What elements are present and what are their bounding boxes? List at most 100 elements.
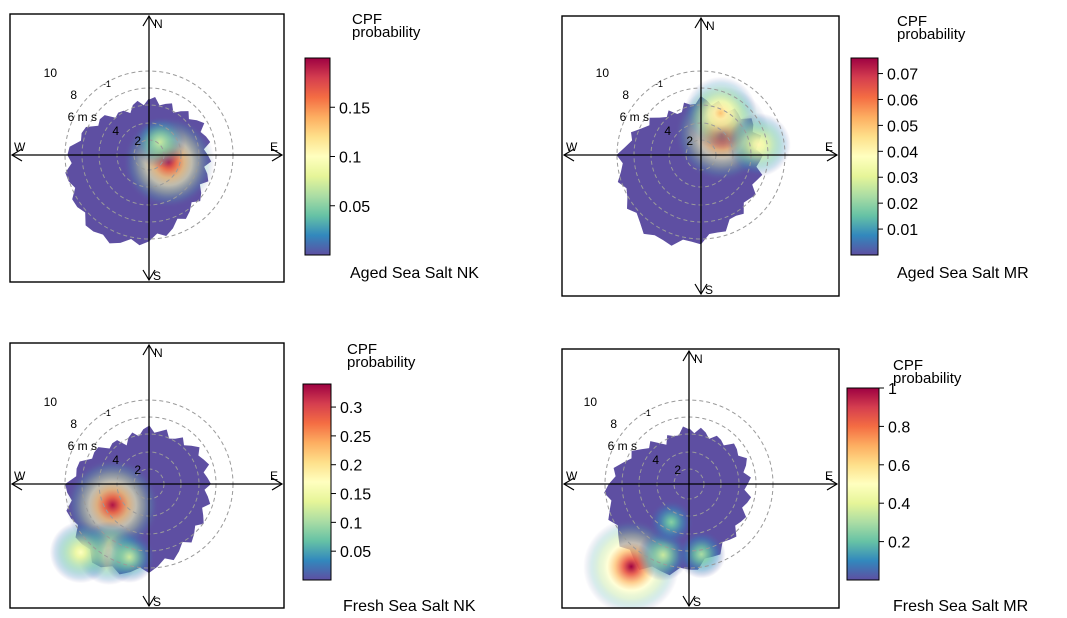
ring-label: 2: [674, 463, 681, 477]
colorbar-tick-label: 0.1: [340, 515, 362, 532]
ring-label: 8: [610, 417, 617, 431]
west-arrow: [10, 477, 23, 491]
colorbar-title-probability: probability: [347, 354, 416, 371]
ring-label: 2: [134, 134, 141, 148]
south-arrow: [682, 595, 696, 608]
ring-label: 8: [70, 88, 77, 102]
ring-label: 6 m s: [608, 439, 637, 453]
ring-label: 10: [596, 66, 610, 80]
panel-label: Fresh Sea Salt NK: [343, 598, 476, 615]
compass-n: N: [154, 346, 163, 360]
north-arrow: [682, 349, 696, 362]
colorbar-tick-label: 0.05: [339, 199, 370, 216]
north-arrow: [142, 14, 156, 27]
colorbar-gradient: [302, 383, 332, 581]
cpf-hotspot: [103, 531, 156, 583]
ring-label: 2: [686, 134, 693, 148]
compass-e: E: [825, 140, 833, 154]
panel-label: Aged Sea Salt NK: [350, 265, 479, 282]
compass-e: E: [270, 469, 278, 483]
compass-w: W: [566, 469, 578, 483]
compass-w: W: [14, 469, 26, 483]
colorbar-title-probability: probability: [352, 24, 421, 41]
compass-s: S: [153, 595, 161, 609]
ring-label: 8: [70, 417, 77, 431]
ring-unit-exponent: -1: [103, 79, 111, 89]
ring-label: 6 m s: [68, 110, 97, 124]
compass-w: W: [566, 140, 578, 154]
colorbar-title-cpf: CPF: [352, 11, 382, 28]
polar-panel: N E S W 2 4 6 m s 8 10 -1 0.05 0.1 0.15 CPFprobabilit…: [9, 11, 479, 283]
colorbar-gradient: [846, 387, 880, 581]
east-arrow: [271, 477, 284, 491]
colorbar-title-cpf: CPF: [893, 357, 923, 374]
polar-panel: N E S W 2 4 6 m s 8 10 -1 0.01 0.02 0.03 0.04 0.05 0.06…: [561, 13, 1029, 297]
colorbar-title-cpf: CPF: [897, 13, 927, 30]
west-arrow: [562, 477, 575, 491]
cpf-hotspot: [49, 521, 112, 584]
colorbar-tick-label: 0.4: [888, 496, 910, 513]
compass-w: W: [14, 140, 26, 154]
colorbar-tick-label: 0.07: [887, 67, 918, 84]
ring-label: 8: [622, 88, 629, 102]
compass-s: S: [153, 269, 161, 283]
colorbar-tick-label: 0.15: [340, 487, 371, 504]
colorbar-gradient: [304, 57, 331, 256]
colorbar-tick-label: 0.2: [340, 458, 362, 475]
ring-label: 4: [664, 124, 671, 138]
west-arrow: [562, 148, 575, 162]
colorbar-tick-label: 0.02: [887, 196, 918, 213]
colorbar-tick-label: 0.05: [340, 544, 371, 561]
ring-label: 10: [584, 395, 598, 409]
colorbar-tick-label: 0.15: [339, 100, 370, 117]
plot-frame: [561, 348, 840, 609]
ring-label: 10: [44, 66, 58, 80]
colorbar-tick-label: 0.03: [887, 170, 918, 187]
cpf-hotspot: [648, 499, 694, 545]
colorbar-tick-label: 0.05: [887, 118, 918, 135]
ring-unit-exponent: -1: [643, 408, 651, 418]
compass-e: E: [825, 469, 833, 483]
ring-label: 4: [652, 453, 659, 467]
colorbar-gradient: [850, 57, 879, 256]
ring-unit-exponent: -1: [655, 79, 663, 89]
colorbar-tick-label: 1: [888, 381, 897, 398]
colorbar-tick-label: 0.25: [340, 429, 371, 446]
colorbar-tick-label: 0.3: [340, 400, 362, 417]
colorbar-title-cpf: CPF: [347, 341, 377, 358]
polar-panel: N E S W 2 4 6 m s 8 10 -1 0.05 0.1 0.15 0.2 0.25 0.3 CPF…: [9, 341, 476, 615]
colorbar-title-probability: probability: [893, 370, 962, 387]
east-arrow: [826, 477, 839, 491]
compass-n: N: [694, 352, 703, 366]
panel-label: Aged Sea Salt MR: [897, 265, 1029, 282]
ring-label: 4: [112, 124, 119, 138]
ring-label: 2: [134, 463, 141, 477]
west-arrow: [10, 148, 23, 162]
colorbar-tick-label: 0.2: [888, 535, 910, 552]
ring-unit-exponent: -1: [103, 408, 111, 418]
south-arrow: [142, 269, 156, 282]
colorbar-tick-label: 0.6: [888, 458, 910, 475]
colorbar-title-probability: probability: [897, 26, 966, 43]
colorbar-tick-label: 0.1: [339, 150, 361, 167]
north-arrow: [694, 16, 708, 29]
plot-frame: [9, 342, 285, 609]
colorbar-tick-label: 0.06: [887, 92, 918, 109]
ring-label: 6 m s: [620, 110, 649, 124]
north-arrow: [142, 343, 156, 356]
colorbar: 0.01 0.02 0.03 0.04 0.05 0.06 0.07 CPFprobabili…: [850, 13, 966, 256]
panel-label: Fresh Sea Salt MR: [893, 598, 1028, 615]
ring-label: 4: [112, 453, 119, 467]
south-arrow: [142, 595, 156, 608]
plot-frame: [561, 15, 840, 297]
south-arrow: [694, 283, 708, 296]
east-arrow: [271, 148, 284, 162]
cpf-hotspot: [727, 112, 791, 177]
compass-e: E: [270, 140, 278, 154]
compass-n: N: [706, 19, 715, 33]
plot-frame: [9, 13, 285, 283]
east-arrow: [826, 148, 839, 162]
